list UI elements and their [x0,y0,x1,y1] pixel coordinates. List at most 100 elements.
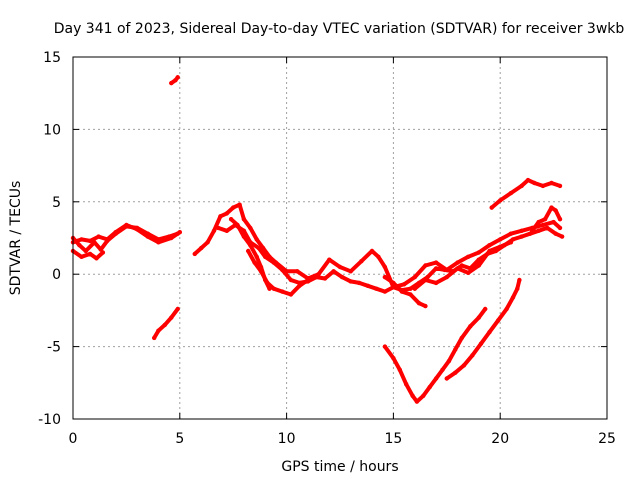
data-point [87,238,93,244]
data-point [156,328,161,333]
data-point [466,270,471,275]
data-point [453,370,458,375]
data-point [348,279,353,284]
data-point [305,277,311,283]
data-point [252,260,257,265]
data-point [559,234,565,239]
data-point [77,243,82,248]
data-point [224,228,229,233]
data-point [427,384,432,390]
data-point [487,329,492,335]
data-point [134,227,140,232]
data-point [87,251,93,257]
data-point [391,356,396,361]
data-point [288,292,294,297]
data-point [412,274,417,280]
data-point [382,344,388,349]
data-point [446,358,452,364]
data-point [192,251,197,257]
data-point [241,217,247,222]
data-point [519,234,524,239]
data-point [359,259,364,264]
data-point [401,282,407,287]
data-point [540,222,546,228]
data-point [337,264,343,270]
data-point [508,240,514,245]
data-point [408,292,413,297]
data-point [391,280,396,286]
data-point [169,80,174,86]
data-point [536,228,541,233]
data-point [423,303,428,309]
data-point [410,393,415,398]
x-tick-label: 0 [69,431,78,447]
x-axis-label: GPS time / hours [281,459,398,475]
data-point [459,335,464,341]
data-point [258,269,264,274]
data-point [156,240,161,245]
data-point [557,225,563,231]
data-point [246,248,251,254]
data-point [461,363,467,368]
data-point [553,208,558,213]
data-point [248,225,253,231]
data-point [397,367,402,372]
data-point [374,286,379,291]
data-point [105,237,110,242]
data-point [271,260,276,265]
grid [73,57,607,419]
plot-frame [72,56,608,420]
data-point [504,306,509,312]
data-point [423,277,428,283]
y-tick-label: 0 [52,267,61,283]
data-point [557,217,563,222]
data-point [327,257,332,262]
data-point [412,286,417,291]
data-point [536,219,541,225]
data-point [205,240,210,245]
chart-title: Day 341 of 2023, Sidereal Day-to-day VTE… [54,21,625,37]
data-point [265,280,270,286]
data-point [508,190,514,196]
data-point [525,177,531,183]
data-point [476,263,481,268]
data-point [169,315,174,320]
data-point [416,301,422,306]
data-point [295,269,300,274]
series-arc-n [382,307,488,404]
data-point [408,286,413,291]
data-point [175,306,180,312]
x-tick-label: 15 [384,431,402,447]
data-point [162,322,167,328]
data-point [145,234,150,239]
data-point [433,280,439,286]
data-point [113,230,118,235]
data-point [549,205,554,210]
y-tick-label: 5 [52,195,61,211]
data-point [433,376,439,381]
data-point [515,286,520,291]
data-point [519,183,524,189]
data-point [542,217,548,222]
data-point [271,286,276,291]
data-point [519,228,524,233]
data-point [263,254,268,259]
data-point [433,266,439,271]
data-point [421,393,426,398]
data-point [94,256,99,261]
data-point [468,324,473,329]
data-point [508,231,514,236]
axis-ticks: 0 5 10 15 20 25 -10 -5 0 5 10 15 [38,50,616,447]
data-point [376,254,381,259]
data-point [237,202,242,207]
data-point [453,347,458,352]
data-point [414,399,420,404]
data-point [498,198,503,203]
data-point [256,245,261,251]
series-arc-i [412,240,513,291]
data-point [322,276,328,281]
data-point [79,237,84,242]
data-point [216,225,221,231]
data-point [169,235,174,241]
data-point [224,211,229,216]
